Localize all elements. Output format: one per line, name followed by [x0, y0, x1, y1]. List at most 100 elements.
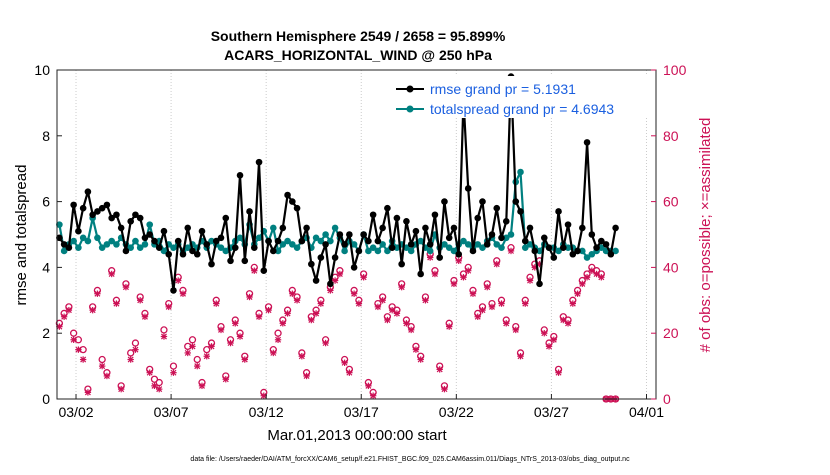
rmse-point	[474, 214, 482, 222]
obs-assimilated-stroke	[341, 359, 348, 366]
totalspread-point	[460, 237, 467, 245]
obs-assimilated-stroke	[460, 274, 467, 281]
obs-possible-point	[274, 329, 282, 337]
obs-assimilated-point	[232, 320, 239, 327]
obs-assimilated-stroke	[393, 310, 400, 317]
rmse-point	[274, 237, 282, 245]
rmse-point	[407, 241, 415, 248]
totalspread-point	[583, 254, 591, 261]
rmse-point	[132, 211, 139, 219]
rmse-point	[540, 234, 548, 242]
obs-assimilated-stroke	[246, 294, 253, 300]
obs-assimilated-stroke	[265, 307, 272, 314]
totalspread-point	[464, 241, 472, 248]
obs-assimilated-point	[564, 320, 572, 327]
obs-assimilated-stroke	[70, 336, 77, 343]
obs-assimilated-stroke	[493, 261, 500, 268]
rmse-point	[198, 227, 206, 235]
rmse-point	[208, 260, 215, 268]
totalspread-point	[384, 247, 391, 255]
obs-assimilated-point	[279, 320, 287, 327]
obs-assimilated-point	[327, 287, 334, 294]
obs-assimilated-stroke	[175, 277, 182, 284]
rmse-point	[84, 188, 92, 196]
obs-assimilated-stroke	[389, 307, 396, 314]
obs-assimilated-point	[298, 353, 306, 360]
rmse-point	[174, 237, 182, 245]
rmse-point	[184, 224, 192, 232]
rmse-point	[545, 244, 553, 251]
obs-assimilated-stroke	[336, 270, 343, 277]
grid	[75, 70, 647, 399]
rmse-point	[593, 244, 600, 251]
obs-assimilated-point	[317, 300, 325, 307]
rmse-point	[374, 237, 382, 245]
totalspread-point	[94, 234, 101, 242]
totalspread-point	[279, 241, 287, 248]
y-right-tick-label: 0	[663, 391, 671, 407]
obs-assimilated-point	[560, 316, 567, 324]
rmse-point	[574, 247, 581, 255]
obs-assimilated-stroke	[579, 280, 586, 287]
rmse-point	[212, 237, 220, 245]
obs-assimilated-stroke	[260, 392, 267, 399]
obs-assimilated-point	[303, 372, 310, 380]
obs-assimilated-point	[179, 290, 187, 297]
obs-assimilated-point	[569, 300, 577, 307]
totalspread-point	[493, 241, 501, 248]
obs-assimilated-stroke	[118, 386, 125, 393]
rmse-point	[403, 218, 410, 225]
obs-assimilated-stroke	[213, 300, 220, 307]
obs-assimilated-point	[151, 382, 158, 390]
obs-assimilated-point	[574, 290, 581, 297]
rmse-point	[512, 198, 520, 205]
obs-assimilated-point	[426, 254, 434, 261]
legend-label-rmse: rmse grand pr = 5.1931	[430, 81, 576, 97]
obs-assimilated-stroke	[550, 336, 557, 343]
obs-possible-point	[98, 355, 106, 364]
x-axis-label: Mar.01,2013 00:00:00 start	[267, 427, 447, 444]
obs-assimilated-point	[189, 343, 196, 350]
totalspread-point	[526, 241, 534, 248]
obs-series	[55, 244, 620, 403]
rmse-point	[469, 247, 477, 255]
rmse-point	[388, 244, 396, 251]
rmse-point	[279, 224, 287, 232]
totalspread-point	[222, 247, 230, 255]
rmse-point	[412, 227, 420, 235]
obs-assimilated-stroke	[294, 297, 301, 304]
obs-assimilated-point	[113, 300, 120, 307]
obs-assimilated-stroke	[232, 320, 239, 327]
rmse-point	[365, 237, 372, 245]
obs-assimilated-stroke	[484, 284, 491, 291]
x-axis: 03/02 03/07 03/12 03/17 03/22 03/27 04/01	[58, 394, 664, 420]
rmse-point	[517, 208, 524, 215]
totalspread-point	[284, 237, 291, 245]
rmse-point	[607, 250, 615, 258]
obs-assimilated-point	[379, 297, 386, 304]
obs-possible-point	[203, 345, 211, 354]
rmse-point	[146, 231, 154, 238]
rmse-point	[521, 237, 529, 245]
obs-assimilated-stroke	[284, 310, 291, 317]
obs-assimilated-stroke	[75, 346, 82, 353]
rmse-point	[426, 241, 434, 248]
obs-assimilated-stroke	[479, 307, 486, 314]
obs-assimilated-point	[436, 366, 443, 373]
rmse-point	[450, 224, 458, 232]
y-left-tick-label: 6	[42, 194, 50, 210]
obs-assimilated-stroke	[436, 366, 443, 373]
totalspread-point	[612, 247, 619, 255]
obs-assimilated-point	[175, 277, 182, 284]
y-left-tick-label: 8	[42, 128, 50, 144]
rmse-point	[75, 227, 82, 235]
obs-assimilated-point	[141, 313, 149, 320]
obs-assimilated-stroke	[84, 389, 91, 396]
totalspread-point	[379, 241, 386, 248]
obs-possible-point	[155, 378, 163, 387]
obs-assimilated-point	[583, 274, 591, 281]
obs-assimilated-stroke	[103, 372, 110, 379]
obs-assimilated-point	[422, 297, 429, 304]
obs-assimilated-point	[194, 362, 201, 370]
